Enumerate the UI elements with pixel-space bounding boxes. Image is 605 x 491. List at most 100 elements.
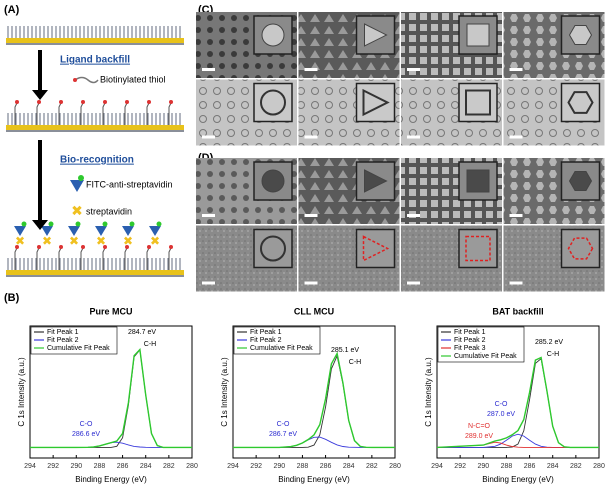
biotin xyxy=(15,245,19,249)
legend-label: Cumulative Fit Peak xyxy=(250,345,313,352)
plot-frame xyxy=(29,325,193,459)
chart-title: BAT backfill xyxy=(492,306,543,316)
legend-label: Cumulative Fit Peak xyxy=(47,345,110,352)
x-tick-label: 294 xyxy=(227,463,239,470)
inset-shape xyxy=(261,169,285,193)
inset xyxy=(458,228,498,269)
x-tick-label: 288 xyxy=(94,463,106,470)
ligand xyxy=(102,247,106,270)
thiol-icon xyxy=(74,76,99,84)
antibody-icon xyxy=(70,180,84,192)
antibody xyxy=(149,226,161,236)
legend-box xyxy=(30,326,118,355)
fitc xyxy=(102,221,108,227)
ligand xyxy=(36,102,40,125)
annotation: C-H xyxy=(349,359,361,366)
legend-label: Fit Peak 2 xyxy=(250,337,282,344)
x-tick-label: 284 xyxy=(140,463,152,470)
inset xyxy=(253,15,293,55)
x-tick-label: 292 xyxy=(47,463,59,470)
biotin xyxy=(169,245,173,249)
biotin xyxy=(15,100,19,104)
y-axis-label: C 1s Intensity (a.u.) xyxy=(220,357,229,427)
substrate xyxy=(6,38,184,43)
scale-bar xyxy=(202,135,215,139)
ligand xyxy=(102,102,106,125)
x-tick-label: 282 xyxy=(366,463,378,470)
scale-bar xyxy=(509,214,523,217)
ligand xyxy=(146,102,150,125)
antibody xyxy=(122,226,134,236)
ligand xyxy=(168,102,172,125)
series-line xyxy=(30,348,192,448)
streptavidin-mark: ✖ xyxy=(69,234,79,248)
legend-label: Fit Peak 2 xyxy=(454,337,486,344)
series-line xyxy=(436,356,599,449)
x-tick-label: 280 xyxy=(186,463,198,470)
x-axis-label: Binding Energy (eV) xyxy=(75,475,147,484)
annotation: C-O xyxy=(495,401,508,408)
scale-bar xyxy=(407,135,420,139)
inset-shape xyxy=(466,169,490,193)
ligand xyxy=(58,102,62,125)
scale-bar xyxy=(407,214,420,217)
x-tick-label: 292 xyxy=(250,463,262,470)
x-tick-label: 280 xyxy=(593,463,605,470)
annotation: N-C=O xyxy=(468,423,491,430)
legend-label: Fit Peak 1 xyxy=(250,329,282,336)
series-line xyxy=(233,436,395,448)
scale-bar xyxy=(202,214,215,217)
ligand xyxy=(124,102,128,125)
ligand xyxy=(80,102,84,125)
fitc xyxy=(129,221,135,227)
inset-shape xyxy=(466,23,490,47)
streptavidin-mark: ✖ xyxy=(42,234,52,248)
inset xyxy=(253,228,293,269)
series-line xyxy=(30,348,192,449)
annotation: 285.2 eV xyxy=(535,339,563,346)
annotation: C-H xyxy=(144,341,156,348)
streptavidin-mark: ✖ xyxy=(123,234,133,248)
annotation: 287.0 eV xyxy=(487,411,515,418)
x-tick-label: 286 xyxy=(524,463,536,470)
series-line xyxy=(437,433,599,448)
biotin xyxy=(37,100,41,104)
legend-label: Fit Peak 2 xyxy=(47,337,79,344)
panel-a: (A) Ligand backfill Biotinylated thiol B… xyxy=(4,4,184,277)
fitc xyxy=(48,221,54,227)
biotin xyxy=(81,245,85,249)
fitc-icon xyxy=(78,175,84,181)
x-tick-label: 292 xyxy=(454,463,466,470)
arrow-head xyxy=(32,90,48,100)
reagent-label: streptavidin xyxy=(86,206,132,216)
ligand xyxy=(168,247,172,270)
ligand xyxy=(14,102,18,125)
biotin xyxy=(81,100,85,104)
inset-shape xyxy=(362,235,390,262)
inset-shape xyxy=(465,89,491,116)
x-tick-label: 288 xyxy=(297,463,309,470)
scale-bar xyxy=(509,68,523,71)
x-tick-label: 294 xyxy=(431,463,443,470)
annotation: C-O xyxy=(277,421,290,428)
x-tick-label: 280 xyxy=(389,463,401,470)
x-tick-label: 286 xyxy=(117,463,129,470)
y-axis-label: C 1s Intensity (a.u.) xyxy=(424,357,433,427)
annotation: 286.6 eV xyxy=(72,431,100,438)
panel-label: (A) xyxy=(4,4,20,16)
plot-frame xyxy=(232,325,396,459)
biotin xyxy=(125,100,129,104)
scale-bar xyxy=(304,214,318,217)
scale-bar xyxy=(509,281,523,285)
biotin xyxy=(59,245,63,249)
x-tick-label: 290 xyxy=(273,463,285,470)
x-tick-label: 290 xyxy=(477,463,489,470)
inset-shape xyxy=(568,25,593,45)
annotation: 284.7 eV xyxy=(128,329,156,336)
annotation: 285.1 eV xyxy=(331,347,359,354)
inset-shape xyxy=(568,171,593,191)
plot-frame xyxy=(436,325,600,459)
biotin xyxy=(59,100,63,104)
antibody xyxy=(14,226,26,236)
